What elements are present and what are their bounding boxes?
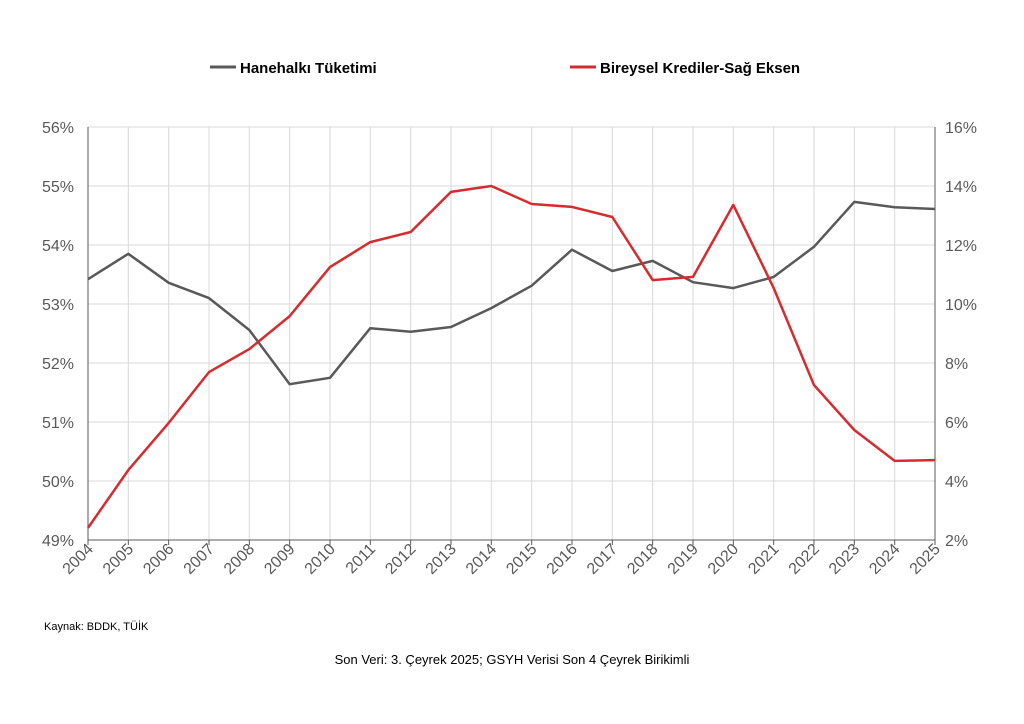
x-tick-label: 2024 bbox=[866, 541, 903, 578]
y-left-tick-label: 49% bbox=[42, 533, 74, 550]
legend-label: Bireysel Krediler-Sağ Eksen bbox=[600, 60, 800, 77]
axes: 49% 2% 50% 4% 51% 6% 52% 8% 53% 10% 54% 12% 55% 14% 56… bbox=[42, 120, 977, 578]
y-left-tick-label: 55% bbox=[42, 179, 74, 196]
x-tick-label: 2007 bbox=[181, 541, 218, 578]
y-left-tick-label: 54% bbox=[42, 238, 74, 255]
y-right-tick-label: 4% bbox=[945, 474, 968, 491]
x-tick-label: 2008 bbox=[221, 541, 258, 578]
series-line-hanehalki-tuketimi bbox=[87, 200, 936, 386]
legend: Hanehalkı Tüketimi Bireysel Krediler-Sağ … bbox=[210, 60, 800, 77]
x-tick-label: 2017 bbox=[584, 541, 621, 578]
source-note: Kaynak: BDDK, TÜİK bbox=[44, 620, 149, 633]
y-left-tick-label: 51% bbox=[42, 415, 74, 432]
x-tick-label: 2022 bbox=[786, 541, 823, 578]
y-right-tick-label: 2% bbox=[945, 533, 968, 550]
footnote: Son Veri: 3. Çeyrek 2025; GSYH Verisi So… bbox=[335, 652, 690, 667]
x-tick-label: 2013 bbox=[423, 541, 460, 578]
x-tick-label: 2016 bbox=[544, 541, 581, 578]
x-tick-label: 2021 bbox=[745, 541, 782, 578]
y-left-tick-label: 53% bbox=[42, 297, 74, 314]
gridlines bbox=[87, 126, 936, 541]
x-tick-label: 2018 bbox=[624, 541, 661, 578]
x-tick-label: 2005 bbox=[100, 541, 137, 578]
x-tick-label: 2011 bbox=[343, 541, 379, 577]
legend-label: Hanehalkı Tüketimi bbox=[240, 60, 377, 77]
x-tick-label: 2019 bbox=[665, 541, 702, 578]
y-left-tick-label: 56% bbox=[42, 120, 74, 137]
series-line-bireysel-krediler bbox=[86, 184, 936, 529]
x-tick-label: 2025 bbox=[907, 541, 944, 578]
series-lines bbox=[86, 184, 936, 529]
x-tick-label: 2012 bbox=[382, 541, 419, 578]
y-right-tick-label: 14% bbox=[945, 179, 977, 196]
x-tick-label: 2009 bbox=[261, 541, 298, 578]
x-tick-label: 2023 bbox=[826, 541, 863, 578]
y-right-tick-label: 16% bbox=[945, 120, 977, 137]
y-left-tick-label: 50% bbox=[42, 474, 74, 491]
x-tick-label: 2020 bbox=[705, 541, 742, 578]
x-tick-label: 2010 bbox=[302, 541, 339, 578]
x-tick-label: 2006 bbox=[140, 541, 177, 578]
y-right-tick-label: 8% bbox=[945, 356, 968, 373]
y-right-tick-label: 12% bbox=[945, 238, 977, 255]
y-left-tick-label: 52% bbox=[42, 356, 74, 373]
y-right-tick-label: 6% bbox=[945, 415, 968, 432]
x-tick-label: 2015 bbox=[503, 541, 540, 578]
y-right-tick-label: 10% bbox=[945, 297, 977, 314]
x-tick-label: 2014 bbox=[463, 541, 500, 578]
